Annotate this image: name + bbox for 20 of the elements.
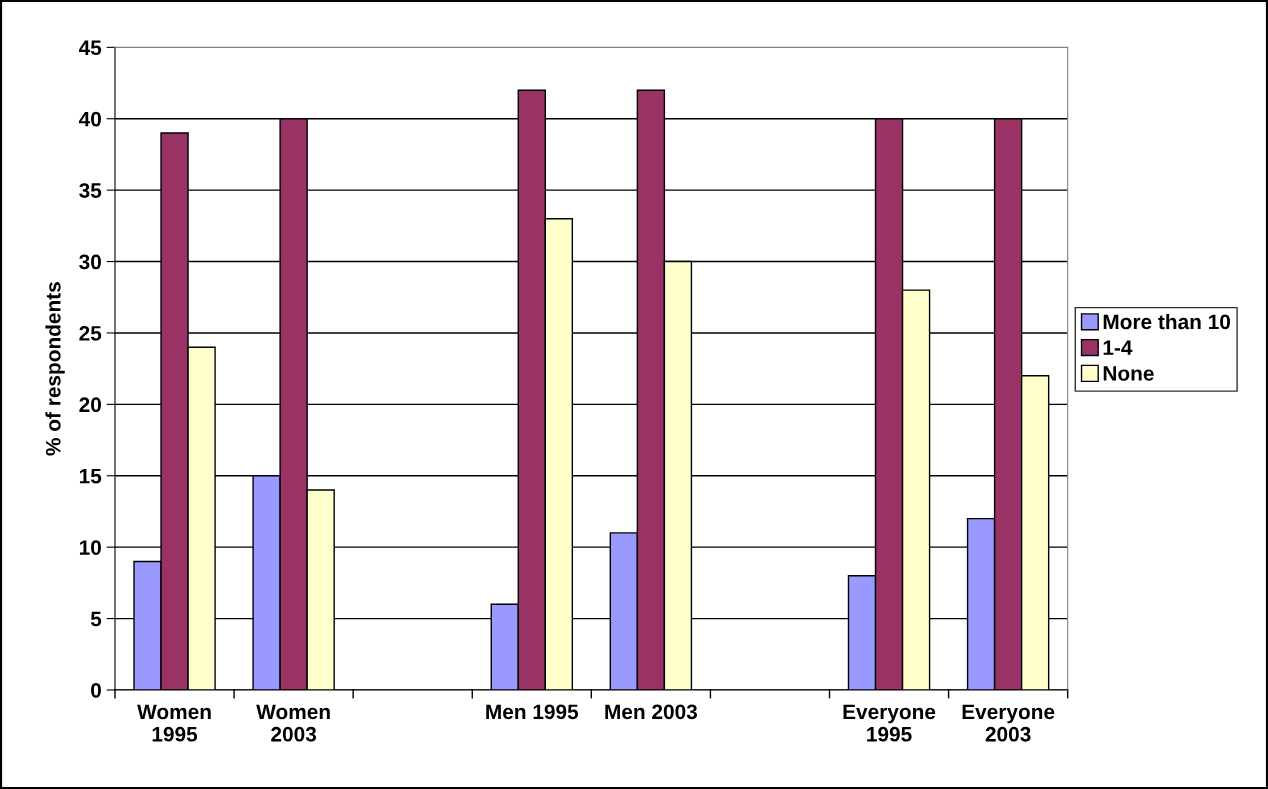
- y-tick-label: 35: [79, 183, 102, 198]
- y-tick-label: 0: [91, 682, 101, 698]
- y-axis-title: % of respondents: [45, 282, 65, 456]
- x-tick-label: Men 2003: [605, 704, 698, 720]
- x-tick-label: Women 2003: [256, 704, 330, 742]
- y-tick-label: 25: [79, 325, 102, 341]
- x-tick-label: Everyone 1995: [843, 704, 936, 742]
- y-tick-label: 40: [78, 111, 101, 127]
- y-tick-label: 10: [79, 540, 101, 555]
- legend-label: None: [1103, 366, 1154, 381]
- legend-label: 1-4: [1103, 340, 1133, 355]
- x-tick-label: Men 1995: [486, 704, 579, 720]
- y-tick-label: 45: [78, 40, 102, 56]
- y-tick-label: 20: [79, 397, 101, 413]
- x-tick-label: Everyone 2003: [962, 704, 1055, 742]
- legend-label: More than 10: [1103, 313, 1231, 330]
- x-tick-label: Women 1995: [137, 704, 211, 742]
- y-tick-label: 30: [79, 254, 101, 270]
- y-tick-label: 15: [79, 468, 102, 484]
- y-tick-label: 5: [90, 611, 102, 627]
